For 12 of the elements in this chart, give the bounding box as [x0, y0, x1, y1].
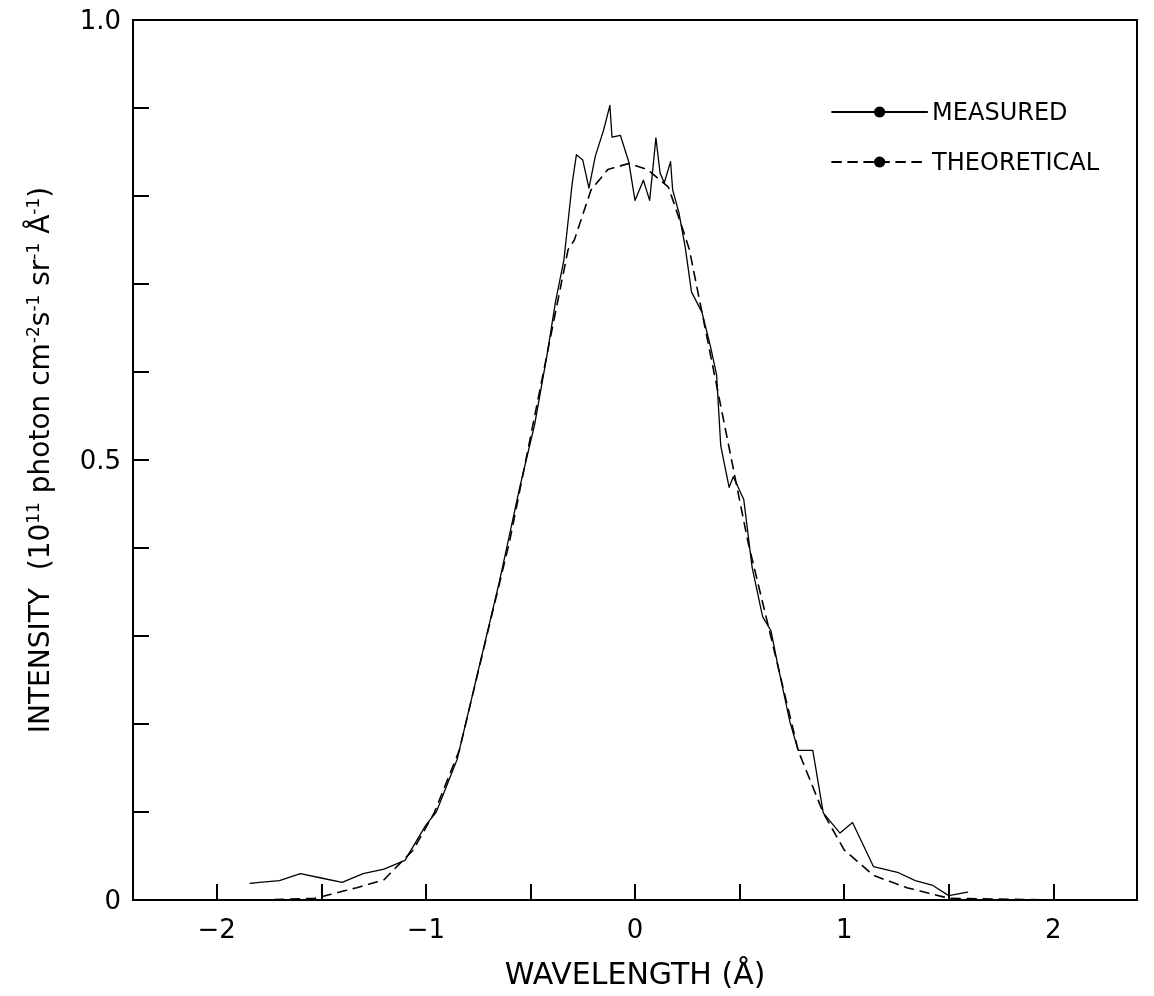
y-tick-label: 1.0 — [79, 5, 121, 35]
x-tick-label: −1 — [406, 914, 445, 944]
y-tick-label: 0 — [104, 885, 121, 915]
legend-label: THEORETICAL — [931, 148, 1100, 176]
x-tick-label: 0 — [626, 914, 644, 944]
text: INTENSITY (1011 photon cm-2s-1 sr-1 Å-1) — [22, 186, 56, 734]
y-tick-label: 0.5 — [79, 445, 121, 475]
x-tick-label: 2 — [1045, 914, 1062, 944]
legend-label: MEASURED — [932, 98, 1068, 126]
x-tick-label: 1 — [835, 914, 853, 944]
x-tick-label: −2 — [197, 914, 236, 944]
x-axis-title: WAVELENGTH (Å) — [504, 955, 766, 991]
